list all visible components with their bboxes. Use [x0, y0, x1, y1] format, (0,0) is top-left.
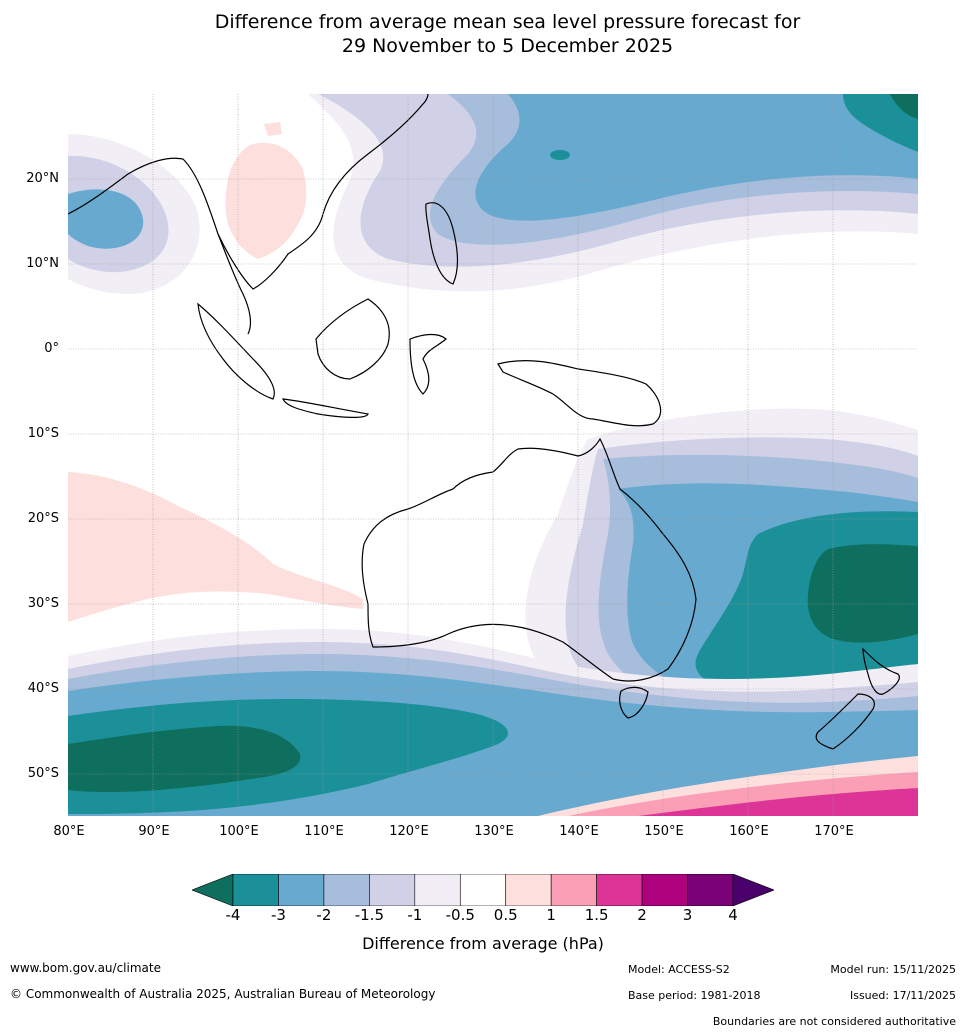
borneo-coastline — [315, 298, 390, 380]
footer-model: Model: ACCESS-S2 — [628, 963, 730, 976]
contour-bay-of-bengal-minus2 — [68, 189, 144, 249]
lon-label-100e: 100°E — [219, 824, 259, 839]
colorbar-tick-label: -1.5 — [354, 906, 384, 924]
footer-base-period: Base period: 1981-2018 — [628, 989, 761, 1002]
contour-taiwan-plus05 — [264, 122, 282, 136]
colorbar-tick-label: -4 — [225, 906, 241, 924]
chart-title: Difference from average mean sea level p… — [0, 10, 965, 58]
lon-label-110e: 110°E — [304, 824, 344, 839]
lon-label-160e: 160°E — [729, 824, 769, 839]
anomaly-map — [68, 94, 918, 816]
colorbar-segments — [192, 874, 774, 906]
lon-label-170e: 170°E — [814, 824, 854, 839]
lat-label-20s: 20°S — [27, 511, 59, 526]
colorbar-segment — [505, 874, 552, 906]
new-guinea-coastline — [497, 360, 662, 427]
colorbar-tick-label: 2 — [637, 906, 647, 924]
title-line-2: 29 November to 5 December 2025 — [341, 35, 674, 57]
colorbar-extend-high — [732, 874, 774, 906]
colorbar-segment — [369, 874, 416, 906]
colorbar-segment — [459, 874, 507, 906]
contour-indian-ocean-plus05 — [68, 472, 363, 622]
contour-north-pacific-minus4 — [890, 94, 918, 119]
philippines-coastline — [425, 202, 459, 285]
footer-website[interactable]: www.bom.gov.au/climate — [10, 961, 161, 975]
contour-southern-ocean-minus4 — [68, 725, 301, 792]
colorbar-segment — [550, 874, 597, 906]
colorbar-segment — [596, 874, 643, 906]
graticule — [68, 94, 918, 816]
contour-north-pacific-minus2 — [475, 94, 918, 221]
lat-label-30s: 30°S — [27, 596, 59, 611]
colorbar-tick-label: 3 — [682, 906, 693, 924]
colorbar-extend-low — [192, 874, 234, 906]
tasmania-coastline — [619, 686, 649, 719]
contour-southern-plus15 — [638, 788, 918, 816]
lat-label-50s: 50°S — [27, 766, 59, 781]
malay-peninsula-coastline — [217, 233, 252, 335]
colorbar-segment — [641, 874, 688, 906]
colorbar-tick-label: 1.5 — [584, 906, 609, 924]
lon-label-90e: 90°E — [138, 824, 170, 839]
colorbar-tick-label: -2 — [316, 906, 332, 924]
lon-label-150e: 150°E — [644, 824, 684, 839]
colorbar-tick-label: -1 — [407, 906, 423, 924]
sulawesi-coastline — [409, 333, 447, 395]
sumatra-coastline — [197, 302, 275, 400]
colorbar-tick-label: 4 — [728, 906, 738, 924]
lat-label-10n: 10°N — [26, 256, 59, 271]
colorbar-segment — [414, 874, 461, 906]
java-coastline — [282, 398, 369, 418]
footer-copyright: © Commonwealth of Australia 2025, Austra… — [10, 987, 436, 1001]
colorbar-tick-label: -3 — [270, 906, 286, 924]
contour-north-pacific-minus3-spot — [550, 150, 570, 160]
lat-label-20n: 20°N — [26, 171, 59, 186]
colorbar — [192, 874, 774, 906]
asia-mainland-coastline — [68, 94, 429, 290]
colorbar-segment — [323, 874, 370, 906]
colorbar-segment — [278, 874, 325, 906]
title-line-1: Difference from average mean sea level p… — [214, 11, 801, 33]
footer-disclaimer: Boundaries are not considered authoritat… — [712, 1015, 956, 1028]
contour-tasman-minus4 — [807, 544, 918, 643]
footer-issued: Issued: 17/11/2025 — [849, 989, 956, 1002]
colorbar-label: Difference from average (hPa) — [362, 934, 604, 953]
lon-label-120e: 120°E — [389, 824, 429, 839]
lon-label-130e: 130°E — [474, 824, 514, 839]
lon-label-140e: 140°E — [559, 824, 599, 839]
map-area — [68, 94, 918, 816]
contour-north-pacific-minus3 — [843, 94, 918, 152]
colorbar-tick-label: 0.5 — [493, 906, 518, 924]
colorbar-segment — [687, 874, 734, 906]
colorbar-segment — [232, 874, 279, 906]
lat-label-40s: 40°S — [27, 681, 59, 696]
new-zealand-north-coastline — [862, 647, 900, 695]
footer-model-run: Model run: 15/11/2025 — [830, 963, 956, 976]
colorbar-tick-label: -0.5 — [445, 906, 475, 924]
contour-indochina-plus05 — [225, 142, 307, 259]
colorbar-tick-label: 1 — [546, 906, 556, 924]
lon-label-80e: 80°E — [53, 824, 85, 839]
lat-label-10s: 10°S — [27, 426, 59, 441]
lat-label-0: 0° — [44, 341, 59, 356]
